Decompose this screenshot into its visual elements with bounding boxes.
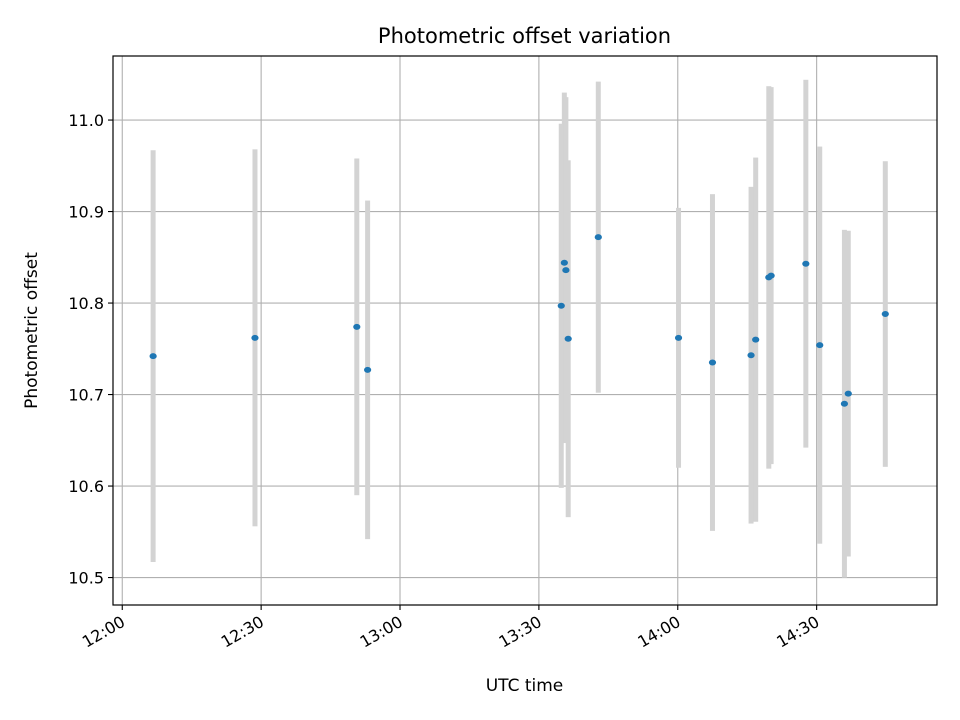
y-tick-label: 10.9 [68, 203, 104, 222]
data-point [674, 334, 683, 341]
x-axis-label: UTC time [486, 676, 564, 696]
data-point [251, 334, 259, 341]
data-point [881, 311, 889, 318]
y-axis-label: Photometric offset [22, 252, 42, 409]
data-point [802, 260, 810, 267]
data-points [149, 234, 889, 407]
data-point [594, 234, 602, 241]
data-point [564, 335, 572, 342]
data-point [364, 366, 372, 373]
data-point [560, 259, 568, 266]
y-tick-label: 10.7 [68, 386, 104, 405]
data-point [557, 302, 565, 309]
y-tick-label: 10.8 [68, 294, 104, 313]
data-point [816, 342, 824, 349]
data-point [149, 353, 157, 360]
data-point [353, 323, 361, 330]
data-point [752, 336, 760, 343]
data-point [562, 267, 570, 274]
data-point [844, 390, 852, 397]
y-tick-label: 11.0 [68, 111, 104, 130]
y-tick-label: 10.5 [68, 569, 104, 588]
data-point [708, 359, 717, 366]
y-tick-label: 10.6 [68, 477, 104, 496]
data-point [767, 272, 775, 279]
data-point [840, 400, 849, 407]
data-point [747, 352, 755, 359]
plot-frame [112, 55, 938, 606]
chart-title: Photometric offset variation [378, 24, 671, 48]
y-axis-ticks: 10.5 10.6 10.7 10.8 10.9 11.0 [68, 111, 113, 588]
